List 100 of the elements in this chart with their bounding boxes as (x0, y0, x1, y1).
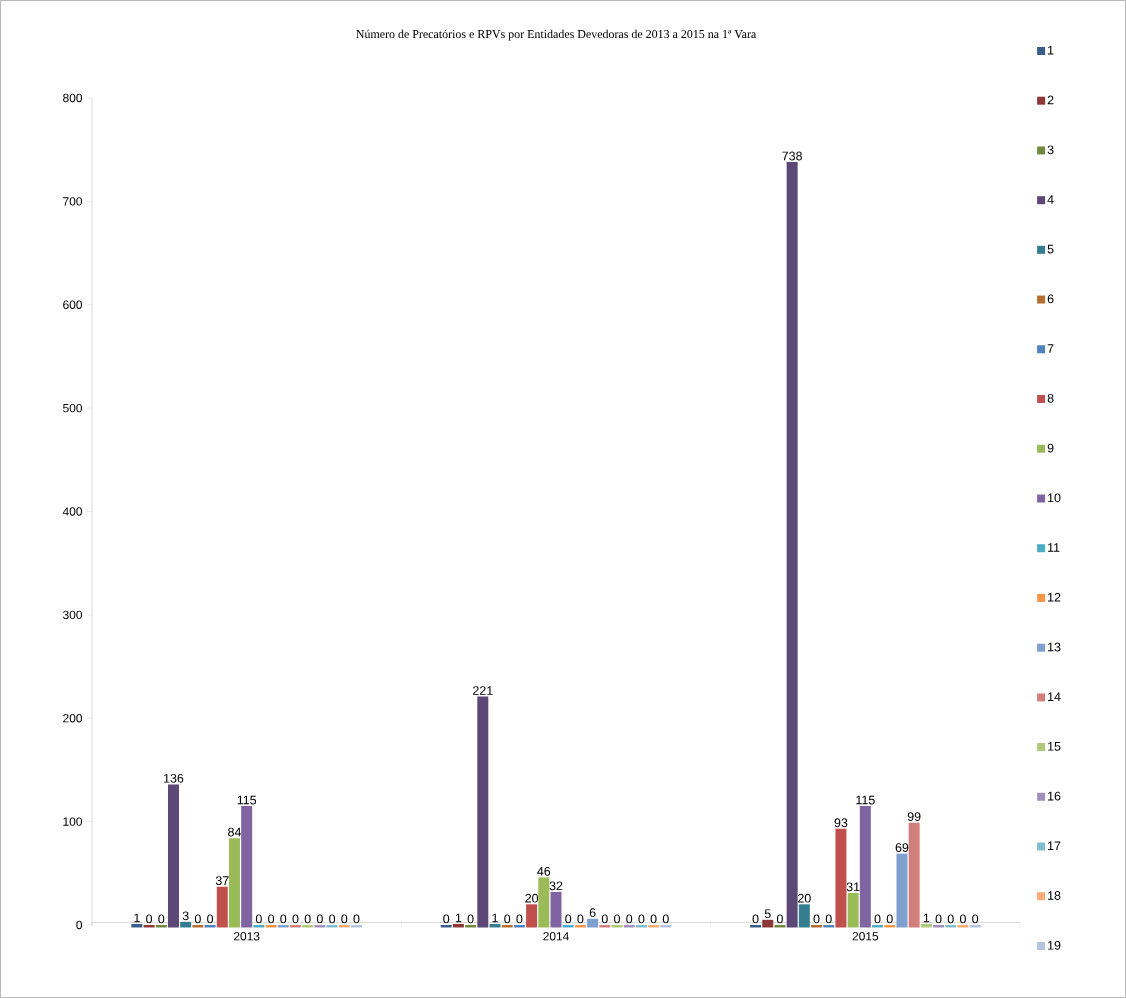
data-label: 0 (935, 914, 942, 924)
bar (477, 696, 489, 928)
data-label: 0 (565, 914, 572, 924)
data-label: 0 (255, 914, 262, 924)
legend-label: 9 (1047, 443, 1054, 453)
data-label: 46 (537, 866, 551, 876)
data-label: 5 (764, 909, 771, 919)
data-label: 93 (834, 818, 848, 828)
bar (896, 853, 908, 928)
chart-title: Número de Precatórios e RPVs por Entidades Devedoras de 2013 a 2015 na 1ª Vara (356, 29, 757, 41)
bar (798, 904, 810, 928)
bar (228, 838, 240, 928)
legend-label: 19 (1048, 940, 1061, 950)
data-label: 84 (228, 827, 242, 837)
y-tick-label: 200 (63, 714, 83, 723)
data-label: 0 (577, 914, 584, 924)
data-label: 0 (972, 914, 979, 924)
legend-label: 5 (1047, 244, 1054, 254)
data-label: 0 (825, 914, 832, 924)
data-label: 99 (907, 812, 921, 821)
data-label: 738 (782, 151, 802, 161)
data-label: 1 (134, 913, 140, 923)
data-label: 0 (662, 914, 669, 924)
data-label: 0 (504, 914, 511, 924)
data-label: 0 (601, 914, 608, 924)
data-label: 0 (516, 914, 523, 924)
data-label: 0 (959, 914, 966, 924)
data-label: 0 (443, 914, 450, 924)
data-label: 1 (923, 913, 930, 923)
bar (908, 822, 920, 928)
legend-label: 18 (1048, 891, 1061, 900)
data-label: 1 (455, 913, 462, 923)
legend-label: 8 (1047, 393, 1054, 403)
y-tick-label: 800 (63, 93, 83, 103)
data-label: 136 (164, 773, 184, 783)
data-label: 31 (846, 882, 860, 892)
y-tick-label: 500 (63, 403, 83, 413)
bar (550, 891, 562, 928)
data-label: 0 (341, 914, 348, 924)
data-label: 0 (626, 914, 633, 924)
data-label: 0 (614, 914, 620, 924)
bar (835, 828, 847, 928)
y-tick-label: 100 (63, 817, 83, 826)
data-label: 0 (947, 914, 954, 924)
data-label: 0 (316, 914, 323, 924)
legend-label: 1 (1048, 45, 1054, 55)
data-label: 221 (473, 686, 493, 695)
bar (216, 886, 228, 928)
y-tick-label: 600 (63, 300, 83, 309)
data-label: 0 (194, 914, 201, 924)
bar (762, 919, 774, 928)
legend-label: 4 (1047, 195, 1054, 204)
legend-label: 10 (1048, 493, 1061, 503)
data-label: 0 (304, 914, 311, 924)
data-label: 20 (798, 893, 811, 903)
data-label: 0 (467, 914, 474, 924)
y-tick-label: 300 (62, 610, 83, 620)
legend-label: 14 (1048, 692, 1061, 701)
legend-label: 13 (1048, 642, 1061, 652)
data-label: 115 (237, 795, 257, 805)
data-label: 32 (549, 881, 563, 891)
y-tick-label: 700 (63, 197, 83, 206)
data-label: 0 (268, 914, 275, 924)
data-label: 0 (638, 914, 645, 924)
data-label: 3 (182, 911, 189, 921)
data-label: 0 (146, 914, 153, 924)
data-label: 0 (158, 914, 165, 924)
data-label: 37 (215, 876, 229, 886)
bar (526, 904, 538, 928)
data-label: 115 (856, 795, 875, 805)
data-label: 69 (895, 843, 909, 852)
x-tick-label: 2014 (543, 932, 569, 941)
legend-label: 6 (1047, 294, 1054, 304)
data-label: 20 (525, 893, 539, 903)
data-label: 0 (874, 914, 881, 924)
data-label: 6 (589, 908, 596, 918)
data-label: 0 (752, 914, 759, 924)
bar (167, 784, 179, 928)
bar (847, 892, 859, 928)
data-label: 0 (813, 914, 820, 924)
legend-label: 2 (1047, 95, 1054, 105)
bar (786, 162, 798, 928)
data-label: 1 (492, 913, 498, 923)
data-label: 0 (207, 914, 214, 924)
legend-label: 16 (1048, 791, 1061, 801)
y-tick-label: 0 (76, 920, 83, 930)
legend-label: 11 (1048, 543, 1060, 552)
data-label: 0 (292, 914, 299, 924)
x-tick-label: 2015 (852, 932, 879, 941)
data-label: 0 (776, 914, 783, 924)
legend-label: 7 (1047, 344, 1054, 353)
legend-label: 17 (1048, 841, 1061, 851)
bar (587, 918, 599, 928)
legend-label: 3 (1047, 145, 1054, 155)
data-label: 0 (650, 914, 657, 924)
data-label: 0 (280, 914, 287, 924)
bar (859, 806, 871, 928)
data-label: 0 (329, 914, 336, 924)
bar (241, 806, 253, 928)
legend-label: 12 (1048, 592, 1061, 602)
